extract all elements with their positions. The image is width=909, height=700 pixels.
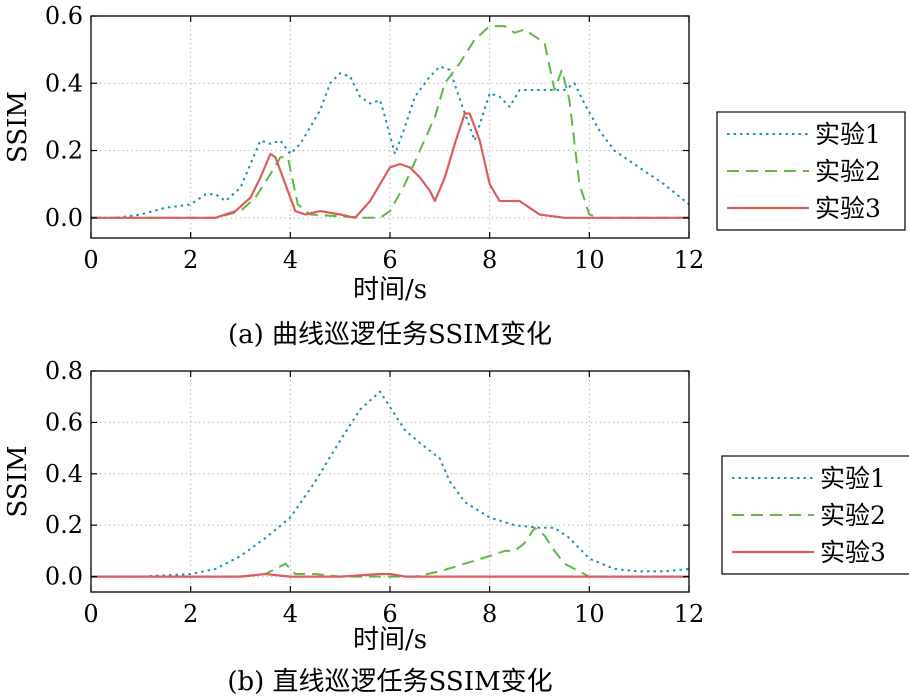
x-tick-label: 10 [574,600,605,628]
x-axis-label: 时间/s [353,275,427,305]
x-axis-label: 时间/s [353,625,427,655]
panel-a: 0 2 4 6 8 10 12 0.0 0.2 0.4 0.6 时间/s SSIM (a) 曲线巡逻任务S… [3,2,906,350]
x-tick-label: 4 [283,600,298,628]
x-tick-label: 8 [482,600,497,628]
y-tick-label: 0.6 [45,2,83,30]
legend-label-1: 实验1 [815,120,881,149]
series-line-3 [91,572,689,578]
x-tick-label: 6 [382,600,397,628]
y-tick-label: 0.0 [45,204,83,232]
series-line-2 [91,526,689,578]
y-tick-label: 0.4 [45,69,83,97]
y-tick-label: 0.8 [45,357,83,385]
panel-b: 0 2 4 6 8 10 12 0.0 0.2 0.4 0.6 0.8 时间/s SSIM (b) 直线巡逻… [3,357,909,697]
panel-caption: (b) 直线巡逻任务SSIM变化 [227,667,552,697]
legend-box [716,111,906,231]
y-axis-label: SSIM [3,445,33,517]
legend-label-2: 实验2 [815,157,881,186]
series-line-3 [91,112,689,219]
y-axis-label: SSIM [3,91,33,163]
x-tick-label: 2 [183,600,198,628]
y-tick-label: 0.6 [45,408,83,436]
series-line-2 [91,25,689,219]
legend-label-2: 实验2 [820,501,886,530]
y-tick-label: 0.4 [45,460,83,488]
legend-label-3: 实验3 [820,538,886,567]
x-tick-label: 2 [183,246,198,274]
y-tick-label: 0.0 [45,563,83,591]
plot-frame [90,15,690,239]
plot-frame [90,370,690,593]
x-tick-label: 6 [382,246,397,274]
x-tick-label: 0 [83,600,98,628]
y-tick-label: 0.2 [45,511,83,539]
x-tick-label: 0 [83,246,98,274]
x-tick-label: 8 [482,246,497,274]
y-tick-label: 0.2 [45,137,83,165]
legend-label-1: 实验1 [820,464,886,493]
x-tick-label: 12 [674,246,705,274]
x-tick-label: 10 [574,246,605,274]
legend-label-3: 实验3 [815,194,881,223]
x-tick-label: 4 [283,246,298,274]
series-line-1 [91,390,690,578]
x-tick-label: 12 [674,600,705,628]
panel-caption: (a) 曲线巡逻任务SSIM变化 [228,320,552,350]
